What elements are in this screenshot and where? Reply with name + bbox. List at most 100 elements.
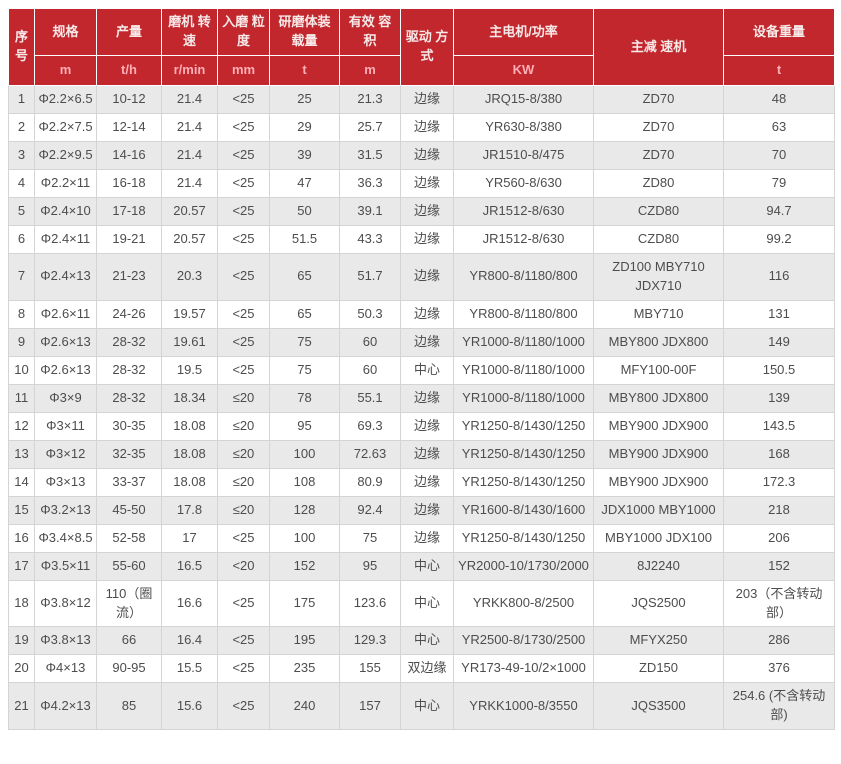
header-motor: 主电机/功率 [453, 8, 594, 56]
table-cell: Φ3×11 [34, 411, 97, 441]
table-cell: <25 [217, 141, 270, 170]
table-cell: 21.4 [161, 113, 218, 142]
table-cell: 150.5 [723, 355, 835, 385]
table-row: 12 Φ3×11 30-35 18.08 ≤20 95 69.3 边缘 YR1250-8/143… [8, 411, 835, 441]
table-cell: Φ4×13 [34, 654, 97, 684]
table-cell: 25.7 [339, 113, 401, 142]
table-cell: 139 [723, 383, 835, 413]
table-cell: JQS2500 [593, 579, 724, 628]
table-cell: 5 [8, 197, 35, 226]
table-cell: 152 [269, 551, 340, 581]
table-cell: 72.63 [339, 439, 401, 469]
unit-motor: KW [453, 55, 594, 86]
table-cell: 75 [269, 355, 340, 385]
header-drive: 驱动 方式 [400, 8, 454, 86]
table-cell: Φ2.6×11 [34, 299, 97, 329]
table-cell: 50 [269, 197, 340, 226]
table-cell: 39.1 [339, 197, 401, 226]
table-cell: 203（不含转动部） [723, 579, 835, 628]
table-cell: YR1250-8/1430/1250 [453, 439, 594, 469]
table-cell: 149 [723, 327, 835, 357]
table-cell: 376 [723, 654, 835, 684]
table-cell: 218 [723, 495, 835, 525]
table-cell: 43.3 [339, 225, 401, 254]
table-row: 5 Φ2.4×10 17-18 20.57 <25 50 39.1 边缘 JR1512-8/63… [8, 197, 835, 226]
table-cell: 边缘 [400, 411, 454, 441]
table-cell: ≤20 [217, 383, 270, 413]
table-cell: YR1000-8/1180/1000 [453, 355, 594, 385]
table-cell: 36.3 [339, 169, 401, 198]
table-cell: Φ3×9 [34, 383, 97, 413]
table-row: 4 Φ2.2×11 16-18 21.4 <25 47 36.3 边缘 YR560-8/630 Z… [8, 169, 835, 198]
table-cell: 边缘 [400, 169, 454, 198]
table-cell: 94.7 [723, 197, 835, 226]
table-cell: 195 [269, 626, 340, 656]
table-cell: 15.5 [161, 654, 218, 684]
table-cell: 边缘 [400, 141, 454, 170]
table-cell: Φ2.4×11 [34, 225, 97, 254]
table-cell: YR1600-8/1430/1600 [453, 495, 594, 525]
table-cell: 152 [723, 551, 835, 581]
table-cell: 16.4 [161, 626, 218, 656]
table-cell: 172.3 [723, 467, 835, 497]
table-cell: ZD80 [593, 169, 724, 198]
table-cell: Φ2.2×7.5 [34, 113, 97, 142]
header-label-row: 序号 规格 产量 磨机 转速 入磨 粒度 研磨体装载量 有效 容积 驱动 方式 … [8, 8, 835, 86]
table-cell: 17.8 [161, 495, 218, 525]
table-cell: MFY100-00F [593, 355, 724, 385]
table-cell: 55.1 [339, 383, 401, 413]
table-cell: 边缘 [400, 85, 454, 114]
table-cell: 18 [8, 579, 35, 628]
table-cell: 13 [8, 439, 35, 469]
table-cell: YRKK1000-8/3550 [453, 682, 594, 731]
table-cell: 12 [8, 411, 35, 441]
table-cell: <25 [217, 579, 270, 628]
table-cell: YR1250-8/1430/1250 [453, 467, 594, 497]
table-cell: YR1000-8/1180/1000 [453, 327, 594, 357]
table-cell: 108 [269, 467, 340, 497]
table-cell: 边缘 [400, 327, 454, 357]
table-row: 16 Φ3.4×8.5 52-58 17 <25 100 75 边缘 YR1250-8/1430… [8, 523, 835, 553]
table-cell: 中心 [400, 551, 454, 581]
header-no: 序号 [8, 8, 35, 86]
table-cell: Φ3×12 [34, 439, 97, 469]
table-cell: MFYX250 [593, 626, 724, 656]
table-cell: JR1512-8/630 [453, 197, 594, 226]
table-cell: 75 [339, 523, 401, 553]
table-cell: MBY710 [593, 299, 724, 329]
table-cell: Φ3×13 [34, 467, 97, 497]
table-cell: 78 [269, 383, 340, 413]
table-cell: JQS3500 [593, 682, 724, 731]
table-cell: ≤20 [217, 439, 270, 469]
table-cell: <25 [217, 253, 270, 301]
unit-spec: m [34, 55, 97, 86]
table-cell: 235 [269, 654, 340, 684]
table-cell: 20 [8, 654, 35, 684]
table-cell: MBY800 JDX800 [593, 327, 724, 357]
table-cell: YRKK800-8/2500 [453, 579, 594, 628]
unit-output: t/h [96, 55, 162, 86]
table-cell: 边缘 [400, 467, 454, 497]
table-cell: 18.08 [161, 411, 218, 441]
table-cell: <25 [217, 169, 270, 198]
header-spec: 规格 [34, 8, 97, 56]
table-cell: 129.3 [339, 626, 401, 656]
table-cell: <25 [217, 299, 270, 329]
table-cell: 95 [339, 551, 401, 581]
table-cell: 16-18 [96, 169, 162, 198]
table-row: 14 Φ3×13 33-37 18.08 ≤20 108 80.9 边缘 YR1250-8/14… [8, 467, 835, 497]
table-cell: YR2500-8/1730/2500 [453, 626, 594, 656]
table-row: 13 Φ3×12 32-35 18.08 ≤20 100 72.63 边缘 YR1250-8/1… [8, 439, 835, 469]
table-cell: 19.61 [161, 327, 218, 357]
table-cell: ZD150 [593, 654, 724, 684]
table-cell: YR630-8/380 [453, 113, 594, 142]
table-body: 1 Φ2.2×6.5 10-12 21.4 <25 25 21.3 边缘 JRQ15-8/380… [8, 85, 835, 731]
table-cell: <25 [217, 327, 270, 357]
table-cell: 3 [8, 141, 35, 170]
table-row: 18 Φ3.8×12 110（圈流） 16.6 <25 175 123.6 中心 YRKK800… [8, 579, 835, 628]
table-cell: 110（圈流） [96, 579, 162, 628]
table-cell: 20.57 [161, 225, 218, 254]
unit-weight: t [723, 55, 835, 86]
table-cell: 240 [269, 682, 340, 731]
